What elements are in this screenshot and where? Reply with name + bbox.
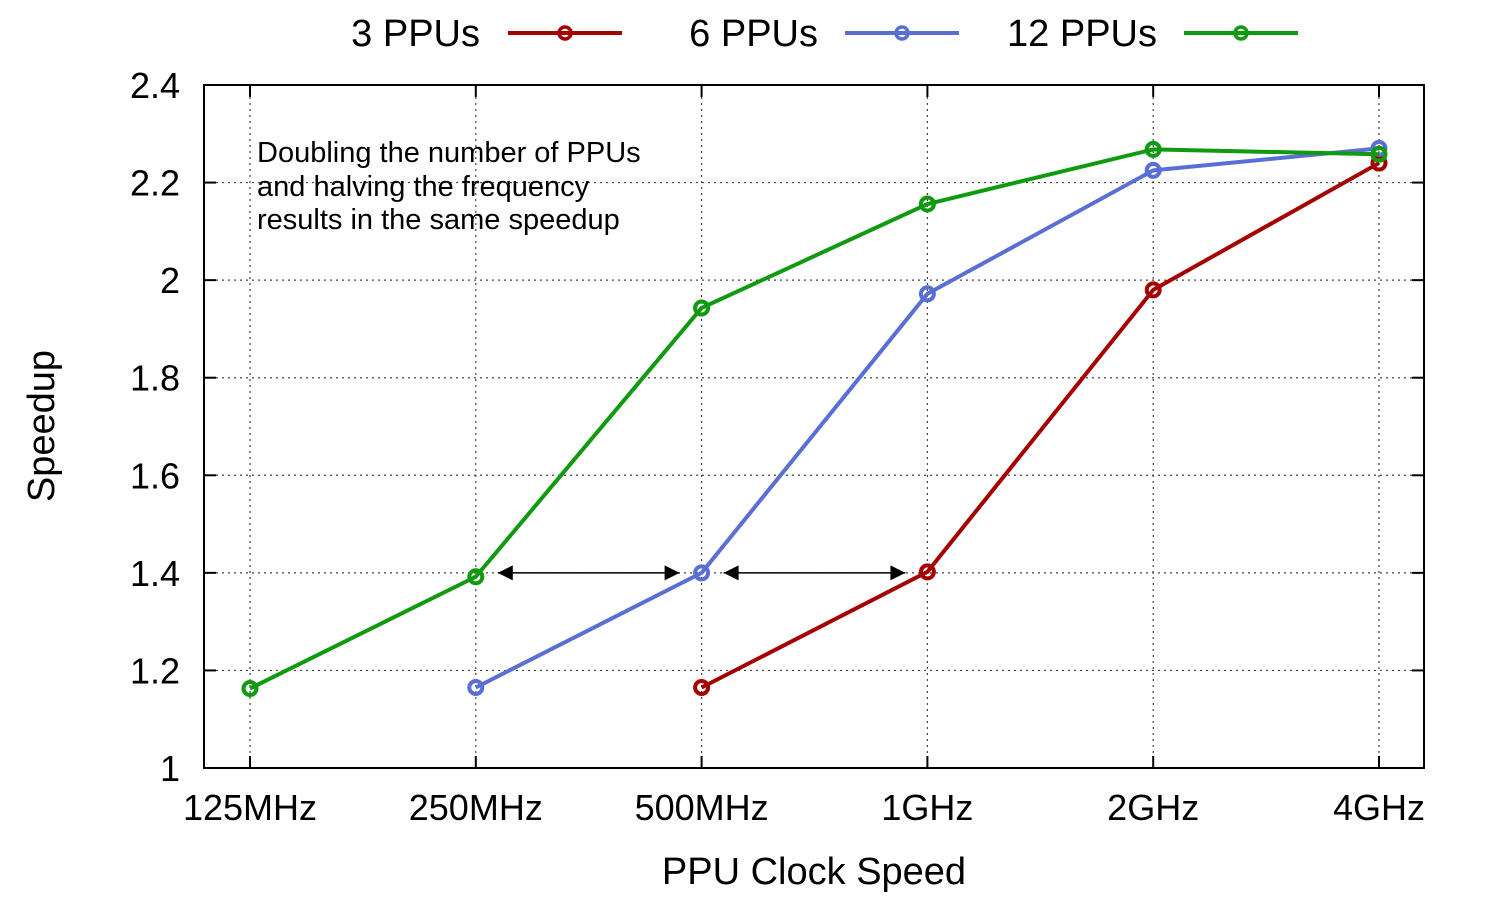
y-tick-label: 1.2 bbox=[130, 650, 180, 691]
axis-ticks: 1 1.2 1.4 1.6 1.8 2 2.2 2.4 125MHz 250MHz 500MHz 1G… bbox=[130, 65, 1425, 828]
legend-marker bbox=[894, 25, 910, 41]
y-axis-title: Speedup bbox=[21, 350, 63, 502]
series-3 bbox=[241, 140, 1388, 697]
data-point bbox=[1144, 161, 1162, 179]
data-point bbox=[241, 679, 259, 697]
series-layer bbox=[241, 139, 1388, 697]
data-point bbox=[1144, 140, 1162, 158]
x-tick-label: 2GHz bbox=[1107, 787, 1199, 828]
series-1 bbox=[693, 154, 1388, 697]
y-tick-label: 2 bbox=[160, 260, 180, 301]
series-2 bbox=[467, 139, 1388, 697]
legend-label: 3 PPUs bbox=[351, 13, 480, 55]
y-tick-label: 2.2 bbox=[130, 163, 180, 204]
x-axis-title: PPU Clock Speed bbox=[662, 851, 966, 893]
x-tick-label: 125MHz bbox=[183, 787, 317, 828]
legend-marker bbox=[557, 25, 573, 41]
data-point bbox=[1370, 145, 1388, 163]
annotation-line-3: results in the same speedup bbox=[257, 204, 620, 236]
data-point bbox=[693, 299, 711, 317]
legend-label: 12 PPUs bbox=[1007, 13, 1157, 55]
x-tick-label: 250MHz bbox=[409, 787, 543, 828]
x-tick-label: 4GHz bbox=[1333, 787, 1425, 828]
plot-frame bbox=[203, 84, 1425, 769]
annotation-line-1: Doubling the number of PPUs bbox=[257, 137, 641, 169]
y-tick-label: 1.6 bbox=[130, 455, 180, 496]
legend-label: 6 PPUs bbox=[689, 13, 818, 55]
y-tick-label: 2.4 bbox=[130, 65, 180, 106]
data-point bbox=[467, 568, 485, 586]
series-line bbox=[700, 161, 1380, 690]
x-tick-label: 500MHz bbox=[635, 787, 769, 828]
data-point bbox=[918, 563, 936, 581]
data-point bbox=[1370, 139, 1388, 157]
y-tick-label: 1.8 bbox=[130, 358, 180, 399]
y-tick-label: 1.4 bbox=[130, 553, 180, 594]
y-tick-label: 1 bbox=[160, 748, 180, 789]
data-point bbox=[918, 195, 936, 213]
legend: 3 PPUs 6 PPUs 12 PPUs bbox=[351, 13, 1298, 55]
x-tick-label: 1GHz bbox=[881, 787, 973, 828]
data-point bbox=[918, 285, 936, 303]
series-line bbox=[474, 146, 1380, 690]
series-line bbox=[249, 147, 1380, 691]
legend-item-1: 3 PPUs bbox=[351, 13, 622, 55]
legend-marker bbox=[1233, 25, 1249, 41]
legend-item-3: 12 PPUs bbox=[1007, 13, 1298, 55]
data-point bbox=[1144, 281, 1162, 299]
data-point bbox=[693, 679, 711, 697]
legend-item-2: 6 PPUs bbox=[689, 13, 959, 55]
data-point bbox=[693, 564, 711, 582]
data-point bbox=[467, 679, 485, 697]
annotation-line-2: and halving the frequency bbox=[257, 171, 590, 203]
